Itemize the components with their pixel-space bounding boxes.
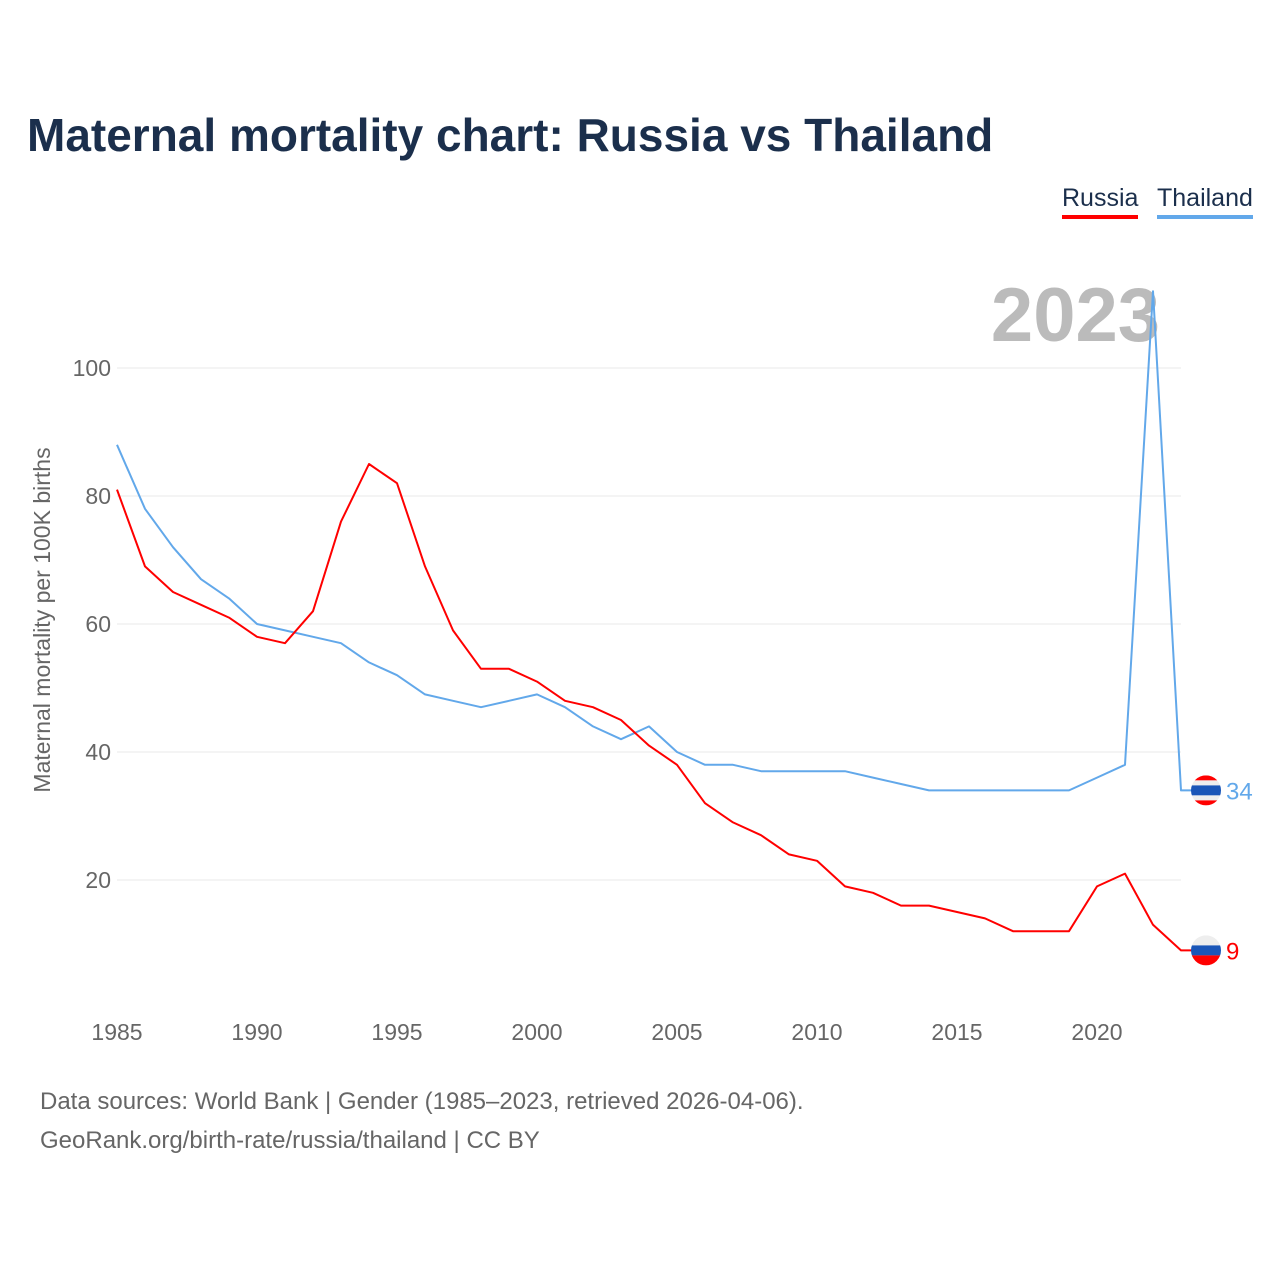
series-line-russia	[116, 463, 1196, 952]
x-tick-label: 2010	[791, 1019, 842, 1045]
x-tick-label: 1995	[371, 1019, 422, 1045]
end-label-russia: 9	[1226, 938, 1239, 965]
flag-thailand-icon	[1191, 775, 1221, 806]
y-axis-label: Maternal mortality per 100K births	[29, 447, 55, 792]
legend-thailand[interactable]: Thailand	[1157, 184, 1253, 219]
year-watermark: 2023	[991, 273, 1160, 358]
y-tick-label: 60	[85, 611, 111, 637]
end-label-thailand: 34	[1226, 778, 1253, 805]
x-tick-label: 1990	[231, 1019, 282, 1045]
y-tick-label: 40	[85, 739, 111, 765]
footer-attribution: GeoRank.org/birth-rate/russia/thailand |…	[40, 1127, 540, 1154]
x-tick-label: 2005	[651, 1019, 702, 1045]
footer-sources: Data sources: World Bank | Gender (1985–…	[40, 1088, 804, 1115]
x-tick-label: 1985	[91, 1019, 142, 1045]
legend-russia[interactable]: Russia	[1062, 184, 1139, 219]
y-tick-label: 20	[85, 867, 111, 893]
x-tick-label: 2015	[931, 1019, 982, 1045]
y-tick-label: 80	[85, 483, 111, 509]
x-tick-label: 2020	[1071, 1019, 1122, 1045]
series-line-thailand	[116, 290, 1196, 792]
flag-russia-icon	[1191, 935, 1221, 966]
chart-title: Maternal mortality chart: Russia vs Thai…	[27, 109, 994, 161]
x-tick-label: 2000	[511, 1019, 562, 1045]
y-tick-label: 100	[73, 355, 111, 381]
